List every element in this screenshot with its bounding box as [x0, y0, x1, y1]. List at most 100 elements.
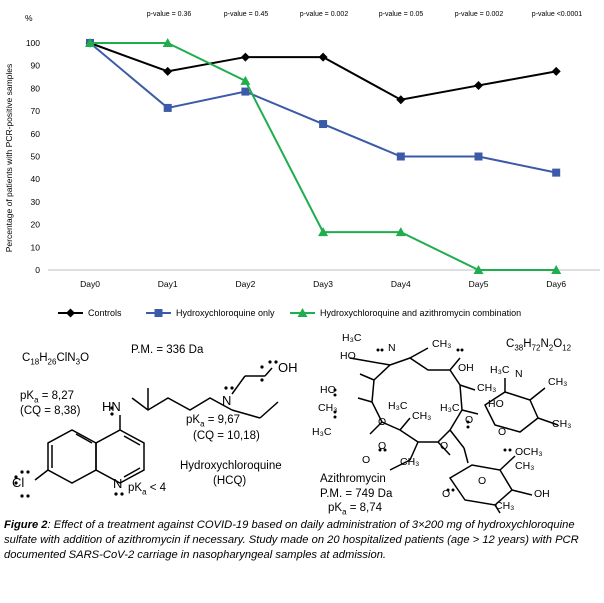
x-tick-label: Day5 [469, 279, 489, 289]
azi-label-h3c-1: H₃C [342, 332, 362, 344]
figure-caption: Figure 2: Effect of a treatment against … [4, 518, 600, 563]
azi-label-ch3-8: CH₃ [515, 460, 535, 472]
hcq-atom-oh: OH [278, 360, 298, 375]
y-axis: 0 10 20 30 40 50 60 70 80 90 100 [26, 38, 40, 275]
data-point [473, 265, 484, 274]
y-tick-label: 30 [31, 197, 41, 207]
series-line [89, 42, 557, 174]
pcr-line-chart: % Percentage of patients with PCR-positi… [4, 11, 600, 318]
azi-label-ho-3: HO [488, 398, 504, 410]
data-point [551, 265, 562, 274]
x-tick-label: Day2 [235, 279, 255, 289]
data-point [552, 168, 561, 177]
azi-label-ch3-3: CH₃ [318, 402, 338, 414]
hcq-pka-1: pKa = 8,27 [20, 390, 75, 405]
data-point [241, 87, 250, 96]
azi-label-h3c-3: H₃C [312, 426, 332, 438]
azi-label-ho-2: HO [320, 384, 336, 396]
hcq-pka-2-cq: (CQ = 10,18) [193, 430, 260, 442]
series-lines [85, 38, 562, 274]
azi-label-o-3: O [498, 426, 507, 438]
data-point [551, 66, 561, 76]
azi-label-och3: OCH₃ [515, 446, 543, 458]
hcq-atom-hn: HN [102, 399, 121, 414]
azi-label-o-8: O [478, 475, 487, 487]
y-tick-label: 60 [31, 129, 41, 139]
azithromycin-skeleton [333, 347, 559, 514]
hcq-atom-cl: Cl [12, 475, 25, 490]
hcq-pka-1-cq: (CQ = 8,38) [20, 405, 81, 417]
azi-label-oh-2: OH [534, 488, 550, 500]
y-axis-title: Percentage of patients with PCR-positive… [4, 64, 14, 253]
data-point [396, 152, 405, 161]
legend-marker [154, 309, 163, 317]
azithromycin-structure: C38H72N2O12 H₃C CH₃ HO N OH HO CH₃ CH₃ C… [300, 330, 604, 516]
hcq-atom-n-amine: N [222, 393, 232, 408]
legend-marker [66, 308, 75, 318]
azi-label-n-ring: N [388, 342, 396, 354]
data-point [318, 227, 329, 237]
azi-label-oh-1: OH [458, 362, 474, 374]
p-value-day6: p-value <0.0001 [532, 11, 583, 18]
data-point [318, 52, 328, 62]
hcq-molar-mass: P.M. = 336 Da [131, 344, 204, 356]
azi-label-ch3-7: CH₃ [400, 456, 420, 468]
y-tick-label: 70 [31, 106, 41, 116]
chart-legend: Controls Hydroxychloroquine only Hydroxych… [58, 308, 521, 318]
y-tick-label: 80 [31, 83, 41, 93]
azi-label-o-5: O [378, 440, 387, 452]
y-tick-label: 10 [31, 242, 41, 252]
data-point [163, 103, 172, 112]
azi-label-ho-1: HO [340, 350, 356, 362]
caption-text: : Effect of a treatment against COVID-19… [4, 519, 579, 561]
data-point [474, 152, 483, 161]
azi-label-o-1: O [378, 416, 387, 428]
caption-lead: Figure 2 [4, 519, 48, 531]
x-tick-label: Day6 [546, 279, 566, 289]
p-value-row: p-value = 0.36 p-value = 0.45 p-value = … [147, 11, 583, 18]
y-tick-label: 90 [31, 61, 41, 71]
azi-label-o-2: O [465, 414, 474, 426]
data-point [240, 75, 251, 85]
x-tick-label: Day1 [158, 279, 178, 289]
azi-label-o-4: O [440, 440, 449, 452]
azi-label-h3c-5: H₃C [490, 364, 510, 376]
p-value-day5: p-value = 0.002 [455, 11, 504, 18]
data-point [240, 52, 250, 62]
x-tick-label: Day4 [391, 279, 411, 289]
hcq-atom-n-ring: N [113, 476, 123, 491]
legend-label: Hydroxychloroquine and azithromycin comb… [320, 308, 521, 318]
p-value-day1: p-value = 0.36 [147, 11, 192, 18]
y-tick-label: 20 [31, 220, 41, 230]
azi-label-ch3-9: CH₃ [495, 500, 515, 512]
series-line [89, 42, 557, 101]
x-tick-label: Day0 [80, 279, 100, 289]
y-tick-label: 40 [31, 174, 41, 184]
y-tick-label: 100 [26, 38, 40, 48]
azi-label-h3c-4: H₃C [440, 402, 460, 414]
legend-label: Controls [88, 308, 122, 318]
data-point [474, 80, 483, 90]
y-unit-label: % [25, 13, 33, 23]
p-value-day3: p-value = 0.002 [300, 11, 349, 18]
data-point [85, 38, 95, 47]
azithromycin-atom-labels: H₃C CH₃ HO N OH HO CH₃ CH₃ CH₃ H₃C H₃C O… [300, 330, 604, 515]
hcq-pka-3: pKa < 4 [128, 482, 167, 497]
azi-label-o-7: O [442, 488, 451, 500]
azi-label-o-6: O [362, 454, 371, 466]
y-tick-label: 50 [31, 152, 41, 162]
x-tick-label: Day3 [313, 279, 333, 289]
x-axis: Day0 Day1 Day2 Day3 Day4 Day5 Day6 [48, 269, 600, 289]
hcq-pka-2: pKa = 9,67 [186, 414, 241, 429]
hcq-formula: C18H26ClN3O [22, 352, 90, 367]
azithromycin-molar-mass: P.M. = 749 Da [320, 488, 393, 500]
azi-label-ch3-2: CH₃ [477, 382, 497, 394]
azi-label-ch3-6: CH₃ [552, 418, 572, 430]
azi-label-ch3-1: CH₃ [432, 338, 452, 350]
legend-label: Hydroxychloroquine only [176, 308, 275, 318]
p-value-day2: p-value = 0.45 [224, 11, 269, 18]
data-point [162, 38, 173, 47]
azithromycin-name: Azithromycin [320, 473, 386, 485]
p-value-day4: p-value = 0.05 [379, 11, 424, 18]
azi-label-n-dimethyl: N [515, 368, 523, 380]
